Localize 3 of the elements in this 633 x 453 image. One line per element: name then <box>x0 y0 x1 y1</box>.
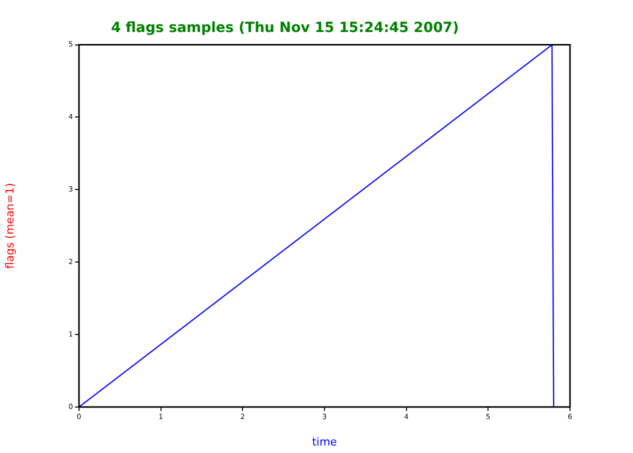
chart-title: 4 flags samples (Thu Nov 15 15:24:45 2007) <box>111 20 459 36</box>
x-axis-title: time <box>312 435 338 448</box>
y-axis-title: flags (mean=1) <box>3 182 16 269</box>
